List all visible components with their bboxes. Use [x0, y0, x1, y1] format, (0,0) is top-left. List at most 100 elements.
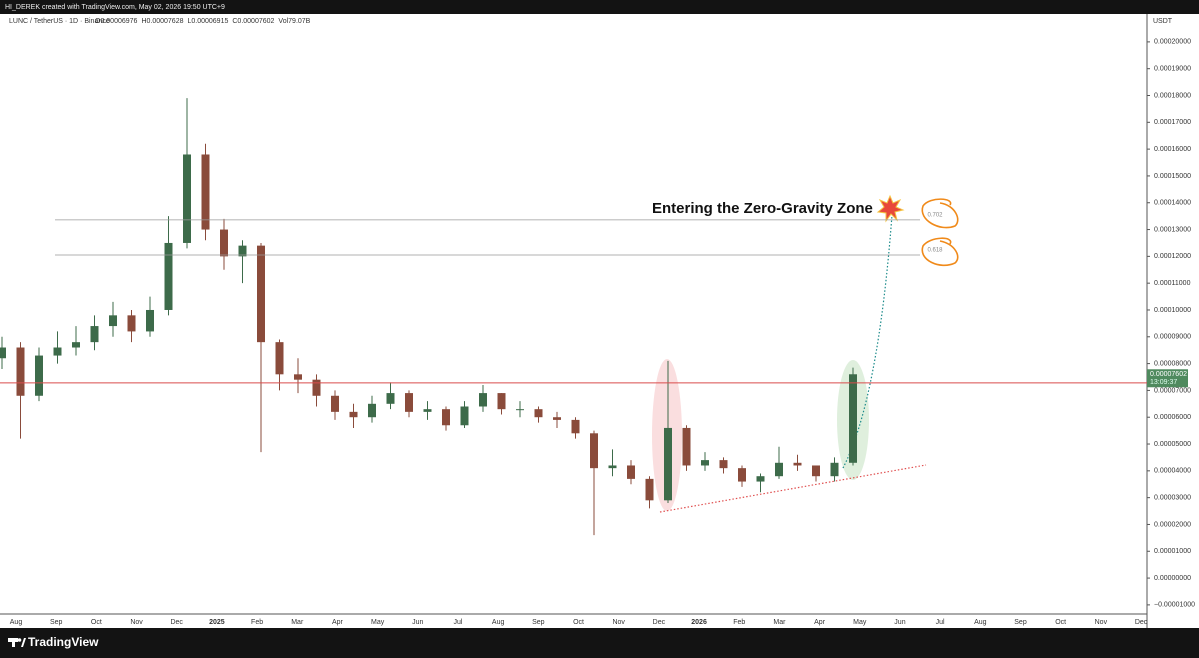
candle-body: [331, 395, 339, 412]
tv-logo: [8, 638, 26, 647]
fib-level-label: 0.618: [927, 248, 943, 254]
circle-marker: [921, 237, 959, 267]
candle-body: [497, 393, 506, 410]
candle-body: [109, 315, 117, 327]
y-tick-label: 0.00018000: [1154, 92, 1191, 99]
y-tick-label: 0.00012000: [1154, 253, 1191, 260]
candle-body: [664, 427, 672, 501]
y-tick-label: 0.00010000: [1154, 307, 1191, 314]
candle-body: [275, 342, 284, 375]
candle-body: [830, 462, 839, 477]
y-tick-label: 0.00020000: [1154, 39, 1191, 46]
x-tick-label: Sep: [50, 619, 63, 626]
y-tick-label: 0.00017000: [1154, 119, 1191, 126]
candle-body: [53, 347, 62, 356]
x-tick-label: Nov: [1095, 619, 1108, 626]
x-tick-label: Jun: [412, 619, 423, 626]
candle-body: [0, 347, 6, 359]
candle-body: [220, 229, 228, 257]
candle-body: [812, 465, 820, 477]
y-tick-label: 0.00001000: [1154, 548, 1191, 555]
candle-body: [164, 242, 173, 310]
candle-body: [627, 465, 635, 479]
last-price-box: [1147, 369, 1188, 388]
candle-body: [386, 393, 395, 404]
x-tick-label: 2026: [691, 619, 707, 626]
fib-level-label: 0.702: [927, 212, 943, 218]
y-tick-label: 0.00016000: [1154, 146, 1191, 153]
candle-body: [146, 309, 154, 332]
candle-body: [16, 347, 25, 396]
y-tick-label: 0.00002000: [1154, 521, 1191, 528]
candle-body: [127, 315, 136, 332]
candle-body: [793, 462, 802, 466]
x-tick-label: Mar: [773, 619, 786, 626]
candle-body: [590, 433, 598, 469]
candle-body: [645, 478, 654, 501]
candle-body: [312, 379, 321, 396]
candle-body: [719, 460, 728, 469]
y-tick-label: 0.00000000: [1154, 575, 1191, 582]
x-tick-label: Sep: [1014, 619, 1027, 626]
x-tick-label: Apr: [814, 619, 826, 626]
x-tick-label: Feb: [251, 619, 263, 626]
candle-body: [682, 427, 691, 466]
annotation: Entering the Zero-Gravity Zone: [652, 200, 873, 217]
candle-body: [738, 468, 746, 482]
x-tick-label: Apr: [332, 619, 344, 626]
x-tick-label: Aug: [10, 619, 23, 626]
candle-body: [405, 393, 413, 412]
legend-value: C0.00007602: [232, 18, 274, 25]
candle-body: [238, 245, 247, 257]
y-tick-label: 0.00009000: [1154, 334, 1191, 341]
y-tick-label: 0.00019000: [1154, 66, 1191, 73]
x-tick-label: Jun: [894, 619, 905, 626]
trendline: [659, 464, 927, 513]
circle-marker: [921, 198, 959, 229]
legend-value: Vol79.07B: [278, 18, 310, 25]
candle-body: [183, 154, 191, 243]
x-tick-label: Oct: [573, 619, 584, 626]
candle-body: [35, 355, 43, 396]
countdown: 13:09:37: [1150, 379, 1177, 386]
x-tick-label: 2025: [209, 619, 225, 626]
x-tick-label: May: [853, 619, 867, 626]
candle-body: [756, 476, 765, 482]
x-tick-label: Dec: [653, 619, 666, 626]
x-tick-label: May: [371, 619, 385, 626]
candle-body: [368, 403, 376, 418]
x-tick-label: Oct: [1055, 619, 1066, 626]
candle-body: [349, 411, 358, 418]
footer-text: TradingView: [28, 635, 99, 649]
y-tick-label: 0.00006000: [1154, 414, 1191, 421]
x-tick-label: Feb: [733, 619, 745, 626]
candle-body: [608, 465, 617, 469]
candle-body: [553, 417, 561, 420]
y-tick-label: −0.00001000: [1154, 602, 1195, 609]
candle-body: [257, 245, 265, 343]
legend-value: O0.00006976: [95, 18, 138, 25]
candle-body: [460, 406, 469, 426]
x-tick-label: Nov: [130, 619, 143, 626]
symbol: LUNC / TetherUS · 1D · Binance: [9, 18, 110, 25]
y-tick-label: 0.00007000: [1154, 387, 1191, 394]
candle-body: [571, 419, 580, 434]
candle-body: [201, 154, 210, 230]
explosion-icon: [876, 194, 905, 223]
candle-body: [479, 393, 487, 407]
x-tick-label: Mar: [291, 619, 304, 626]
candle-body: [534, 409, 543, 418]
x-tick-label: Aug: [492, 619, 505, 626]
candle-body: [72, 342, 80, 348]
candle-body: [775, 462, 783, 477]
y-tick-label: 0.00005000: [1154, 441, 1191, 448]
x-tick-label: Jul: [454, 619, 463, 626]
currency: USDT: [1153, 18, 1173, 25]
x-tick-label: Oct: [91, 619, 102, 626]
x-tick-label: Dec: [170, 619, 183, 626]
x-tick-label: Dec: [1135, 619, 1148, 626]
x-tick-label: Nov: [612, 619, 625, 626]
y-tick-label: 0.00013000: [1154, 226, 1191, 233]
x-tick-label: Aug: [974, 619, 987, 626]
y-tick-label: 0.00008000: [1154, 360, 1191, 367]
